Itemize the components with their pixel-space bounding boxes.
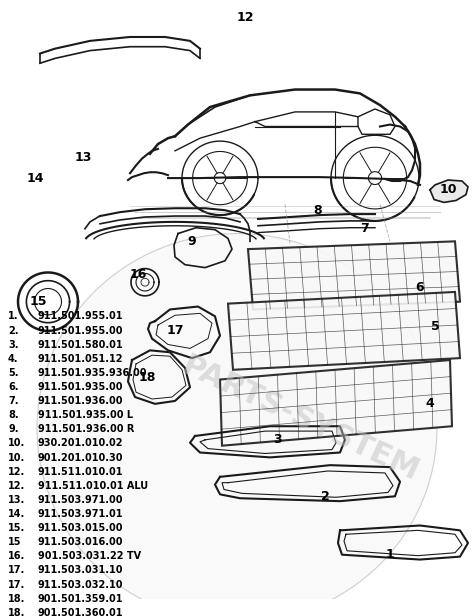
- Text: 13.: 13.: [8, 495, 25, 505]
- Text: 16.: 16.: [8, 551, 25, 561]
- Text: 5: 5: [430, 320, 439, 333]
- Text: 9: 9: [188, 235, 196, 248]
- Text: 901.201.010.30: 901.201.010.30: [38, 453, 124, 463]
- Text: 3.: 3.: [8, 339, 18, 350]
- Text: 12.: 12.: [8, 480, 25, 491]
- Polygon shape: [228, 292, 460, 370]
- Text: 911.503.971.00: 911.503.971.00: [38, 495, 124, 505]
- Text: 1: 1: [386, 548, 394, 561]
- Text: 911.501.580.01: 911.501.580.01: [38, 339, 124, 350]
- Text: 10: 10: [439, 184, 457, 197]
- Text: 2.: 2.: [8, 325, 18, 336]
- Text: 14: 14: [26, 172, 44, 185]
- Text: 911.503.015.00: 911.503.015.00: [38, 523, 124, 533]
- Text: 14.: 14.: [8, 509, 25, 519]
- Text: 911.501.935.936.00: 911.501.935.936.00: [38, 368, 147, 378]
- Text: 18.: 18.: [8, 608, 26, 616]
- Text: 15: 15: [29, 295, 47, 308]
- Text: 2: 2: [320, 490, 329, 503]
- Text: 911.501.955.00: 911.501.955.00: [38, 325, 124, 336]
- Text: 911.501.935.00 L: 911.501.935.00 L: [38, 410, 133, 420]
- Text: 15: 15: [8, 537, 21, 547]
- Text: 911.503.016.00: 911.503.016.00: [38, 537, 124, 547]
- Text: 15.: 15.: [8, 523, 25, 533]
- Text: 911.511.010.01: 911.511.010.01: [38, 467, 124, 477]
- Text: 911.501.936.00 R: 911.501.936.00 R: [38, 424, 134, 434]
- Text: 12.: 12.: [8, 467, 25, 477]
- Text: 911.501.051.12: 911.501.051.12: [38, 354, 124, 363]
- Text: 1.: 1.: [8, 312, 18, 322]
- Text: 8: 8: [314, 204, 322, 217]
- Text: PARTS-SYSTEM: PARTS-SYSTEM: [177, 351, 423, 486]
- Text: 18.: 18.: [8, 594, 26, 604]
- Text: 911.503.031.10: 911.503.031.10: [38, 565, 124, 575]
- Text: 7.: 7.: [8, 396, 18, 406]
- Polygon shape: [220, 360, 452, 446]
- Polygon shape: [248, 241, 460, 309]
- Text: 6: 6: [416, 280, 424, 294]
- Text: 901.501.360.01: 901.501.360.01: [38, 608, 124, 616]
- Text: 7: 7: [361, 222, 369, 235]
- Text: 17.: 17.: [8, 565, 25, 575]
- Text: 3: 3: [273, 434, 283, 447]
- Text: 5.: 5.: [8, 368, 18, 378]
- Text: 10.: 10.: [8, 453, 25, 463]
- Text: 9.: 9.: [8, 424, 18, 434]
- Text: 4: 4: [426, 397, 434, 410]
- Text: 17.: 17.: [8, 580, 25, 590]
- Text: 4.: 4.: [8, 354, 18, 363]
- Text: 911.501.935.00: 911.501.935.00: [38, 382, 124, 392]
- Text: 911.501.936.00: 911.501.936.00: [38, 396, 124, 406]
- Text: 13: 13: [74, 151, 91, 164]
- Polygon shape: [430, 180, 468, 203]
- Text: 17: 17: [166, 325, 184, 338]
- Text: 8.: 8.: [8, 410, 18, 420]
- Text: 930.201.010.02: 930.201.010.02: [38, 439, 124, 448]
- Text: 10.: 10.: [8, 439, 25, 448]
- Text: 18: 18: [138, 371, 155, 384]
- Text: 911.511.010.01 ALU: 911.511.010.01 ALU: [38, 480, 148, 491]
- Text: 6.: 6.: [8, 382, 18, 392]
- Text: 901.503.031.22 TV: 901.503.031.22 TV: [38, 551, 141, 561]
- Text: 911.501.955.01: 911.501.955.01: [38, 312, 124, 322]
- Text: 911.503.032.10: 911.503.032.10: [38, 580, 124, 590]
- Circle shape: [37, 233, 437, 616]
- Text: 16: 16: [129, 268, 146, 281]
- Text: 911.503.971.01: 911.503.971.01: [38, 509, 124, 519]
- Text: 901.501.359.01: 901.501.359.01: [38, 594, 124, 604]
- Text: 12: 12: [236, 11, 254, 24]
